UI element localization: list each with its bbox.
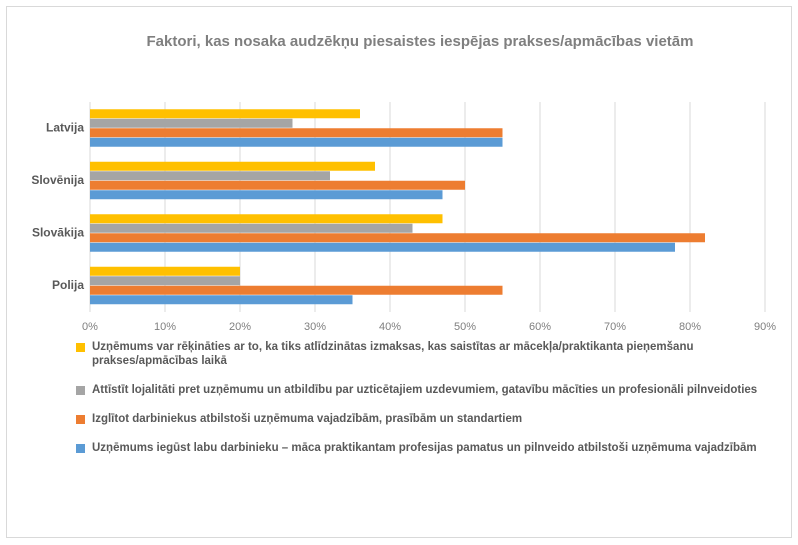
bar [90,295,353,305]
x-tick-label: 40% [379,321,401,333]
x-tick-label: 70% [604,321,626,333]
legend-swatch [76,343,85,352]
y-tick-label: Latvija [46,120,84,134]
x-tick-label: 80% [679,321,701,333]
x-tick-label: 10% [154,321,176,333]
legend-item: Attīstīt lojalitāti pret uzņēmumu un atb… [76,383,791,397]
legend-label: Uzņēmums iegūst labu darbinieku – māca p… [92,442,757,454]
x-tick-label: 20% [229,321,251,333]
legend-label: Attīstīt lojalitāti pret uzņēmumu un atb… [92,384,758,396]
bar [90,137,503,147]
y-tick-label: Slovākija [32,225,84,239]
bar [90,266,240,276]
x-tick-label: 0% [82,321,98,333]
bar [90,233,705,243]
legend-label: Uzņēmums var rēķināties ar to, ka tiks a… [92,341,694,367]
legend-label: Izglītot darbiniekus atbilstoši uzņēmuma… [92,413,523,425]
y-tick-label: Slovēnija [31,173,84,187]
legend-item: Uzņēmums iegūst labu darbinieku – māca p… [76,441,791,455]
x-tick-label: 30% [304,321,326,333]
legend-swatch [76,415,85,424]
bar [90,214,443,224]
x-tick-label: 50% [454,321,476,333]
legend-swatch [76,444,85,453]
bar [90,109,360,119]
chart-title: Faktori, kas nosaka audzēkņu piesaistes … [147,33,694,50]
legend-item: Uzņēmums var rēķināties ar to, ka tiks a… [76,340,791,368]
legend: Uzņēmums var rēķināties ar to, ka tiks a… [76,340,791,470]
bar [90,180,465,190]
y-tick-label: Polija [52,278,84,292]
chart-frame [6,6,792,538]
x-tick-label: 60% [529,321,551,333]
bar [90,242,675,252]
bar [90,128,503,138]
bar [90,190,443,200]
legend-item: Izglītot darbiniekus atbilstoši uzņēmuma… [76,412,791,426]
bar [90,223,413,233]
bar [90,118,293,128]
x-tick-label: 90% [754,321,776,333]
bar [90,276,240,286]
legend-swatch [76,386,85,395]
bar [90,161,375,171]
bar [90,285,503,295]
bar [90,171,330,181]
